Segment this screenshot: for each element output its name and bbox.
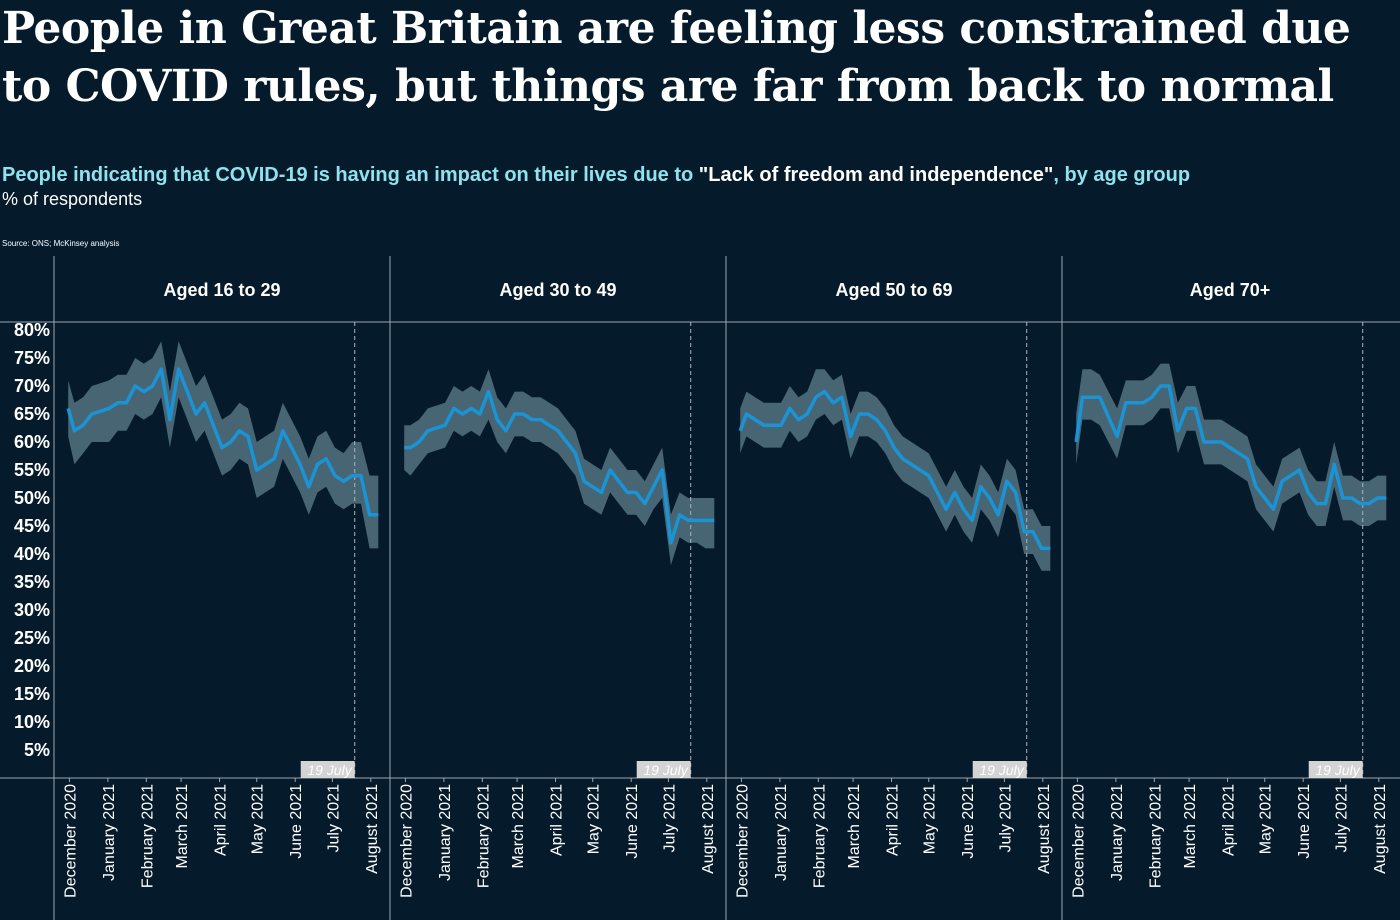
x-tick-label: February 2021 xyxy=(475,784,492,888)
y-tick-label: 10% xyxy=(14,712,50,732)
x-tick-label: June 2021 xyxy=(624,784,641,859)
x-tick-label: July 2021 xyxy=(661,784,678,853)
y-tick-label: 50% xyxy=(14,488,50,508)
x-tick-label: March 2021 xyxy=(510,784,527,869)
subtitle-part1: People indicating that COVID-19 is havin… xyxy=(2,164,699,186)
x-tick-label: March 2021 xyxy=(1182,784,1199,869)
x-tick-label: June 2021 xyxy=(288,784,305,859)
panel-title: Aged 30 to 49 xyxy=(499,280,616,300)
x-tick-label: January 2021 xyxy=(437,784,454,881)
series-line xyxy=(66,367,379,517)
x-tick-label: March 2021 xyxy=(846,784,863,869)
annotation-label-box xyxy=(300,761,355,778)
chart-subtitle: People indicating that COVID-19 is havin… xyxy=(2,164,1190,187)
x-tick-label: August 2021 xyxy=(700,784,717,874)
x-tick-label: January 2021 xyxy=(1109,784,1126,881)
y-tick-label: 30% xyxy=(14,600,50,620)
chart-title: People in Great Britain are feeling less… xyxy=(2,3,1351,112)
x-tick-label: August 2021 xyxy=(1036,784,1053,874)
x-tick-label: February 2021 xyxy=(811,784,828,888)
x-tick-label: April 2021 xyxy=(549,784,566,856)
y-tick-label: 55% xyxy=(14,460,50,480)
x-tick-label: July 2021 xyxy=(997,784,1014,853)
x-tick-label: December 2020 xyxy=(398,784,415,898)
annotation-label-box xyxy=(1308,761,1363,778)
x-tick-label: February 2021 xyxy=(139,784,156,888)
x-tick-label: April 2021 xyxy=(213,784,230,856)
x-tick-label: July 2021 xyxy=(1333,784,1350,853)
x-tick-label: December 2020 xyxy=(62,784,79,898)
y-tick-label: 45% xyxy=(14,516,50,536)
subtitle-part2: , by age group xyxy=(1053,164,1191,186)
panel-title: Aged 50 to 69 xyxy=(835,280,952,300)
x-tick-label: May 2021 xyxy=(1258,784,1275,854)
x-tick-label: August 2021 xyxy=(364,784,381,874)
series-line xyxy=(738,389,1051,551)
x-tick-label: April 2021 xyxy=(885,784,902,856)
x-tick-label: June 2021 xyxy=(1296,784,1313,859)
y-tick-label: 75% xyxy=(14,348,50,368)
annotation-label: 19 July xyxy=(979,762,1024,778)
x-tick-label: August 2021 xyxy=(1372,784,1389,874)
y-tick-label: 65% xyxy=(14,404,50,424)
y-tick-label: 70% xyxy=(14,376,50,396)
panel-title: Aged 70+ xyxy=(1190,280,1271,300)
confidence-band xyxy=(740,369,1051,571)
units-label: % of respondents xyxy=(2,189,143,209)
y-tick-label: 35% xyxy=(14,572,50,592)
panel-title: Aged 16 to 29 xyxy=(163,280,280,300)
y-tick-label: 60% xyxy=(14,432,50,452)
x-tick-label: February 2021 xyxy=(1147,784,1164,888)
y-tick-label: 20% xyxy=(14,656,50,676)
annotation-label: 19 July xyxy=(1315,762,1360,778)
y-tick-label: 80% xyxy=(14,320,50,340)
y-tick-label: 40% xyxy=(14,544,50,564)
x-tick-label: June 2021 xyxy=(960,784,977,859)
confidence-band xyxy=(404,369,715,566)
series-line xyxy=(1074,384,1387,511)
annotation-label: 19 July xyxy=(307,762,352,778)
x-tick-label: May 2021 xyxy=(250,784,267,854)
x-tick-label: January 2021 xyxy=(773,784,790,881)
subtitle-quote: "Lack of freedom and independence" xyxy=(698,164,1054,186)
x-tick-label: April 2021 xyxy=(1221,784,1238,856)
x-tick-label: December 2020 xyxy=(734,784,751,898)
x-tick-label: December 2020 xyxy=(1070,784,1087,898)
series-line xyxy=(404,389,715,545)
y-tick-label: 15% xyxy=(14,684,50,704)
annotation-label-box xyxy=(636,761,691,778)
x-tick-label: March 2021 xyxy=(174,784,191,869)
annotation-label-box xyxy=(972,761,1027,778)
x-tick-label: May 2021 xyxy=(586,784,603,854)
annotation-label: 19 July xyxy=(643,762,688,778)
x-tick-label: May 2021 xyxy=(922,784,939,854)
y-tick-label: 25% xyxy=(14,628,50,648)
source-note: Source: ONS; McKinsey analysis xyxy=(2,239,120,248)
y-tick-label: 5% xyxy=(24,740,50,760)
x-tick-label: July 2021 xyxy=(325,784,342,853)
x-tick-label: January 2021 xyxy=(101,784,118,881)
